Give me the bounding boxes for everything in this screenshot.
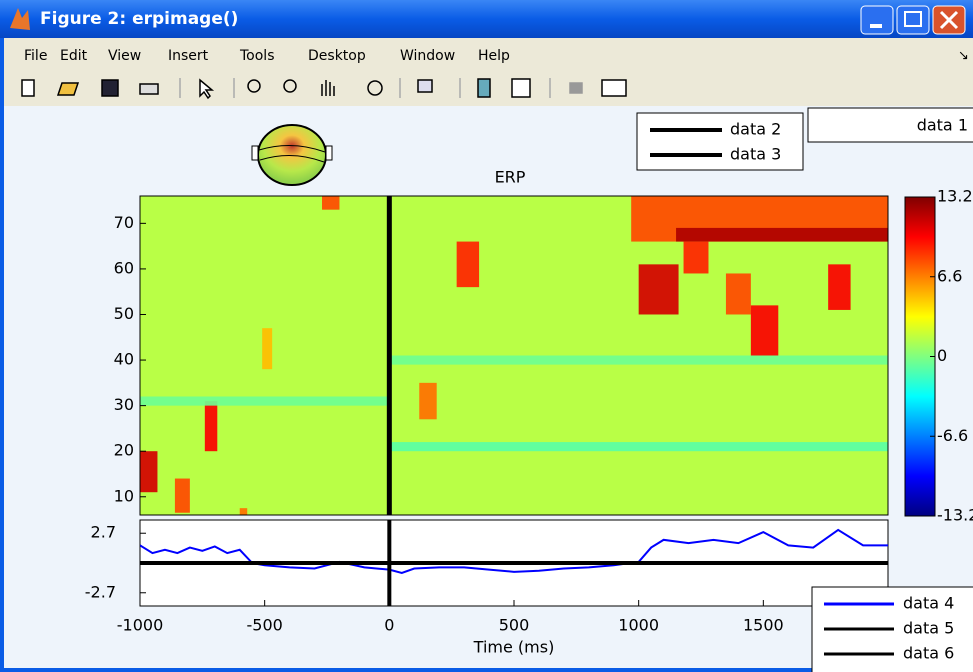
heat-patch — [140, 397, 389, 406]
legend-icon[interactable] — [512, 79, 530, 97]
x-tick-label: 0 — [384, 616, 394, 635]
figure-window: Figure 2: erpimage() File Edit View Insert T… — [0, 0, 973, 672]
menu-item[interactable]: Insert — [168, 48, 209, 64]
heat-patch — [726, 273, 751, 314]
legend-label: data 1 — [917, 116, 968, 135]
colorbar-tick-label: -13.2 — [937, 506, 973, 525]
colorbar-tick-label: 6.6 — [937, 266, 962, 285]
heat-patch — [240, 508, 247, 515]
heat-patch — [389, 356, 888, 365]
minimize-button[interactable] — [861, 6, 893, 34]
legend-label: data 3 — [730, 145, 781, 164]
menu-item[interactable]: Desktop — [308, 48, 366, 64]
print-icon[interactable] — [140, 84, 158, 94]
y-tick-label: 20 — [114, 441, 134, 460]
heat-patch — [751, 305, 778, 355]
menu-item[interactable]: File — [24, 48, 47, 64]
heat-patch — [419, 383, 436, 419]
heat-patch — [457, 242, 479, 288]
menu-item[interactable]: Tools — [239, 48, 275, 64]
legend-label: data 6 — [903, 644, 954, 663]
x-tick-label: 500 — [499, 616, 530, 635]
y-tick-label: 2.7 — [91, 523, 116, 542]
x-tick-label: -500 — [247, 616, 283, 635]
x-axis-label: Time (ms) — [473, 638, 555, 657]
hide-tools-icon[interactable] — [570, 83, 582, 93]
ear — [252, 146, 258, 160]
heat-patch — [684, 242, 709, 274]
heat-patch — [262, 328, 272, 369]
window-title: Figure 2: erpimage() — [40, 9, 238, 29]
new-icon[interactable] — [22, 80, 34, 96]
heat-patch — [205, 401, 217, 451]
save-icon[interactable] — [102, 80, 118, 96]
legend-label: data 5 — [903, 619, 954, 638]
legend-label: data 2 — [730, 120, 781, 139]
plot-title: ERP — [495, 168, 526, 187]
page: Figure 2: erpimage() File Edit View Insert T… — [0, 0, 973, 672]
heat-patch — [140, 451, 157, 492]
menu-item[interactable]: Window — [400, 48, 455, 64]
heat-patch — [639, 264, 679, 314]
y-tick-label: 70 — [114, 213, 134, 232]
menu-arrow[interactable]: ↘ — [958, 49, 969, 64]
heat-patch — [175, 479, 190, 513]
erp-image — [140, 196, 888, 515]
y-tick-label: 30 — [114, 395, 134, 414]
menu-item[interactable]: Edit — [60, 48, 88, 64]
heat-patch — [389, 442, 888, 451]
datacursor-icon[interactable] — [418, 80, 432, 92]
colorbar-tick-label: -6.6 — [937, 426, 968, 445]
heat-patch — [322, 196, 339, 210]
x-tick-label: 1500 — [743, 616, 784, 635]
x-tick-label: 1000 — [618, 616, 659, 635]
y-tick-label: 40 — [114, 350, 134, 369]
menu-item[interactable]: View — [108, 48, 141, 64]
y-tick-label: 10 — [114, 486, 134, 505]
colorbar-tick-label: 0 — [937, 346, 947, 365]
open-icon[interactable] — [58, 83, 78, 95]
heat-patch — [676, 228, 888, 242]
legend-label: data 4 — [903, 594, 954, 613]
ear — [326, 146, 332, 160]
menu-item[interactable]: Help — [478, 48, 510, 64]
colorbar-icon[interactable] — [478, 79, 490, 97]
y-tick-label: 60 — [114, 258, 134, 277]
y-tick-label: -2.7 — [85, 582, 116, 601]
show-tools-icon[interactable] — [602, 80, 626, 96]
x-tick-label: -1000 — [117, 616, 164, 635]
maximize-button[interactable] — [897, 6, 929, 34]
heat-patch — [828, 264, 850, 310]
y-tick-label: 50 — [114, 304, 134, 323]
minimize-glyph — [870, 24, 882, 28]
colorbar-tick-label: 13.2 — [937, 187, 973, 206]
window-buttons[interactable] — [861, 6, 965, 34]
